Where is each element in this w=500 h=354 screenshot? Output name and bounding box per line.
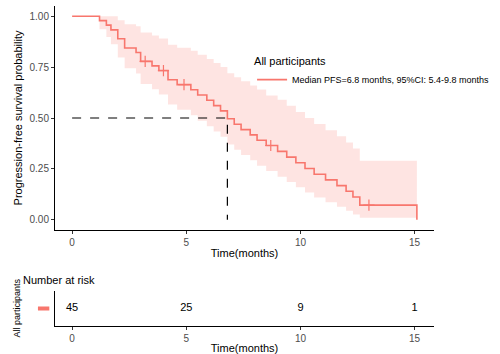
svg-text:0.50: 0.50: [30, 113, 50, 124]
svg-text:All participants: All participants: [12, 278, 22, 337]
svg-text:15: 15: [409, 237, 421, 248]
svg-text:1.00: 1.00: [30, 11, 50, 22]
svg-text:45: 45: [66, 301, 78, 313]
svg-text:0.00: 0.00: [30, 214, 50, 225]
svg-text:5: 5: [183, 237, 189, 248]
svg-text:Median PFS=6.8 months, 95%CI:: Median PFS=6.8 months, 95%CI: 5.4-9.8 mo…: [292, 75, 489, 85]
svg-text:0: 0: [69, 333, 75, 344]
svg-text:25: 25: [180, 301, 192, 313]
svg-text:Progression-free survival prob: Progression-free survival probability: [12, 30, 24, 205]
svg-text:Time(months): Time(months): [211, 247, 278, 259]
svg-text:5: 5: [183, 333, 189, 344]
svg-text:Number at risk: Number at risk: [23, 274, 95, 286]
svg-text:15: 15: [409, 333, 421, 344]
svg-text:1: 1: [412, 301, 418, 313]
svg-text:0.75: 0.75: [30, 62, 50, 73]
svg-text:0.25: 0.25: [30, 163, 50, 174]
svg-text:10: 10: [295, 237, 307, 248]
svg-text:9: 9: [297, 301, 303, 313]
svg-text:10: 10: [295, 333, 307, 344]
svg-text:All participants: All participants: [254, 55, 326, 67]
svg-text:Time(months): Time(months): [211, 342, 278, 354]
svg-text:0: 0: [69, 237, 75, 248]
